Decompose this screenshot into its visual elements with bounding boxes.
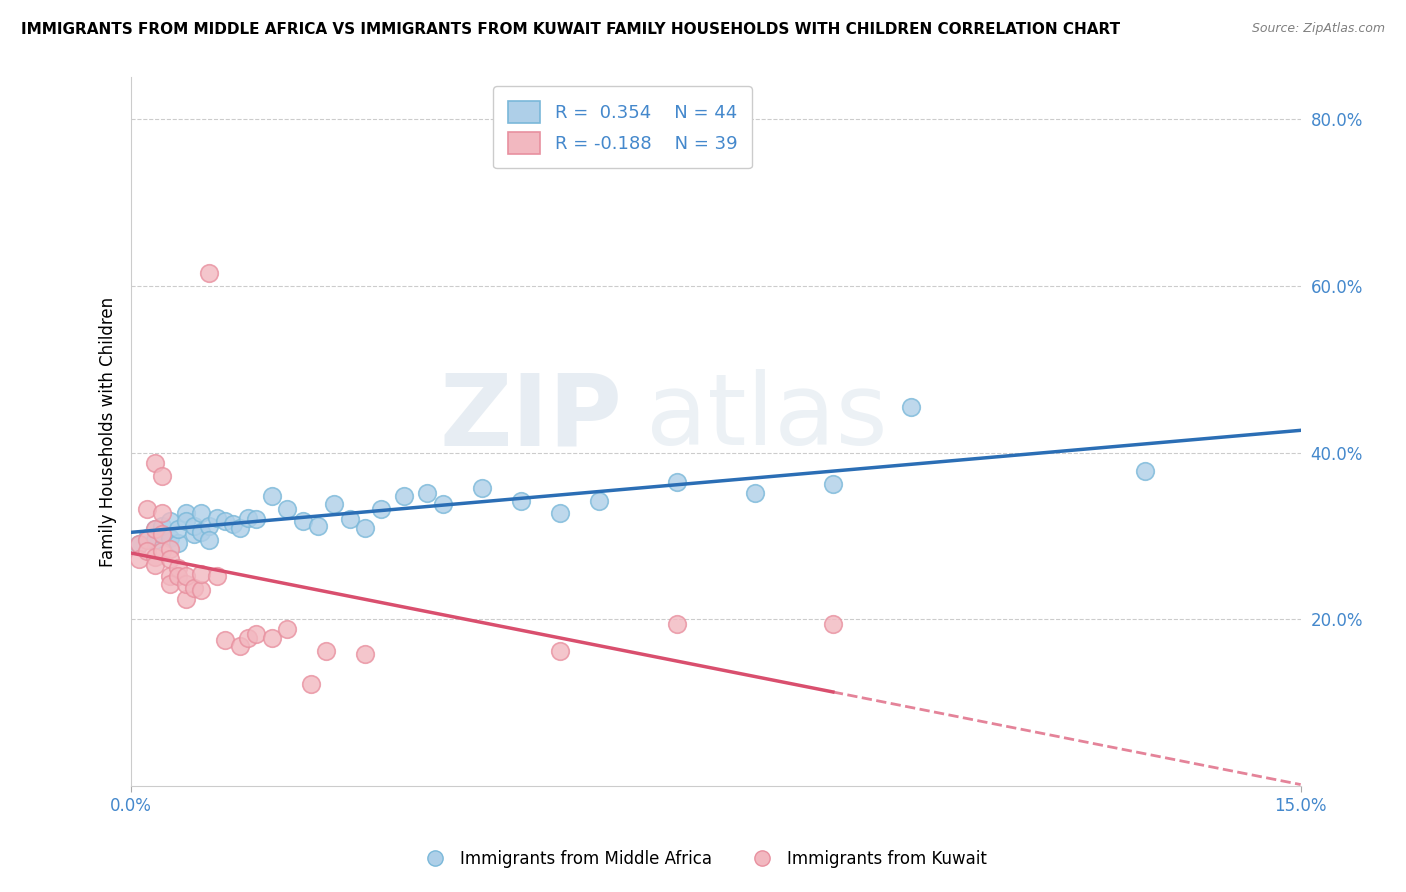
Point [291, 514, 314, 528]
Point [260, 489, 283, 503]
Point [159, 577, 181, 591]
Point [821, 477, 844, 491]
Point [167, 535, 190, 549]
Point [510, 494, 533, 508]
Point [299, 677, 322, 691]
Point [143, 522, 166, 536]
Point [221, 516, 243, 531]
Point [198, 533, 221, 548]
Point [416, 485, 439, 500]
Point [174, 506, 197, 520]
Point [323, 497, 346, 511]
Point [315, 644, 337, 658]
Point [392, 489, 415, 503]
Point [135, 544, 157, 558]
Point [205, 569, 228, 583]
Point [354, 648, 377, 662]
Point [214, 633, 236, 648]
Point [307, 519, 329, 533]
Point [135, 531, 157, 545]
Y-axis label: Family Households with Children: Family Households with Children [100, 297, 117, 566]
Point [152, 544, 174, 558]
Point [135, 502, 157, 516]
Point [229, 639, 252, 653]
Point [183, 519, 205, 533]
Point [238, 631, 260, 645]
Point [167, 569, 190, 583]
Point [143, 456, 166, 470]
Text: Source: ZipAtlas.com: Source: ZipAtlas.com [1251, 22, 1385, 36]
Point [354, 521, 377, 535]
Point [900, 400, 922, 414]
Point [159, 531, 181, 545]
Point [128, 537, 150, 551]
Point [152, 527, 174, 541]
Point [370, 502, 392, 516]
Point [1133, 464, 1156, 478]
Point [159, 569, 181, 583]
Point [205, 510, 228, 524]
Point [128, 552, 150, 566]
Point [174, 577, 197, 591]
Point [135, 533, 157, 548]
Point [260, 631, 283, 645]
Point [159, 552, 181, 566]
Point [190, 506, 212, 520]
Point [276, 502, 298, 516]
Point [152, 527, 174, 541]
Point [183, 527, 205, 541]
Point [174, 569, 197, 583]
Text: atlas: atlas [645, 369, 887, 467]
Point [152, 519, 174, 533]
Point [276, 623, 298, 637]
Point [167, 560, 190, 574]
Point [198, 266, 221, 280]
Point [159, 514, 181, 528]
Point [665, 616, 688, 631]
Legend: Immigrants from Middle Africa, Immigrants from Kuwait: Immigrants from Middle Africa, Immigrant… [412, 844, 994, 875]
Point [174, 514, 197, 528]
Point [214, 514, 236, 528]
Point [198, 519, 221, 533]
Point [183, 581, 205, 595]
Point [744, 485, 766, 500]
Point [245, 512, 267, 526]
Point [432, 497, 454, 511]
Point [548, 506, 571, 520]
Point [152, 506, 174, 520]
Text: ZIP: ZIP [440, 369, 623, 467]
Point [152, 469, 174, 483]
Point [143, 549, 166, 564]
Point [821, 616, 844, 631]
Point [229, 521, 252, 535]
Point [143, 522, 166, 536]
Point [143, 533, 166, 548]
Point [128, 537, 150, 551]
Point [588, 494, 610, 508]
Text: IMMIGRANTS FROM MIDDLE AFRICA VS IMMIGRANTS FROM KUWAIT FAMILY HOUSEHOLDS WITH C: IMMIGRANTS FROM MIDDLE AFRICA VS IMMIGRA… [21, 22, 1121, 37]
Point [471, 481, 494, 495]
Point [167, 522, 190, 536]
Point [159, 541, 181, 556]
Legend: R =  0.354    N = 44, R = -0.188    N = 39: R = 0.354 N = 44, R = -0.188 N = 39 [494, 87, 752, 169]
Point [174, 591, 197, 606]
Point [190, 583, 212, 598]
Point [238, 510, 260, 524]
Point [245, 627, 267, 641]
Point [190, 524, 212, 539]
Point [143, 558, 166, 573]
Point [339, 512, 361, 526]
Point [665, 475, 688, 489]
Point [548, 644, 571, 658]
Point [190, 566, 212, 581]
